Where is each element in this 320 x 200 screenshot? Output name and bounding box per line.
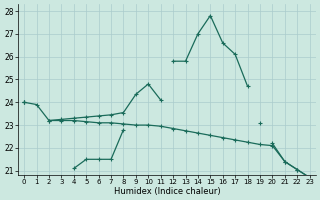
X-axis label: Humidex (Indice chaleur): Humidex (Indice chaleur) bbox=[114, 187, 220, 196]
